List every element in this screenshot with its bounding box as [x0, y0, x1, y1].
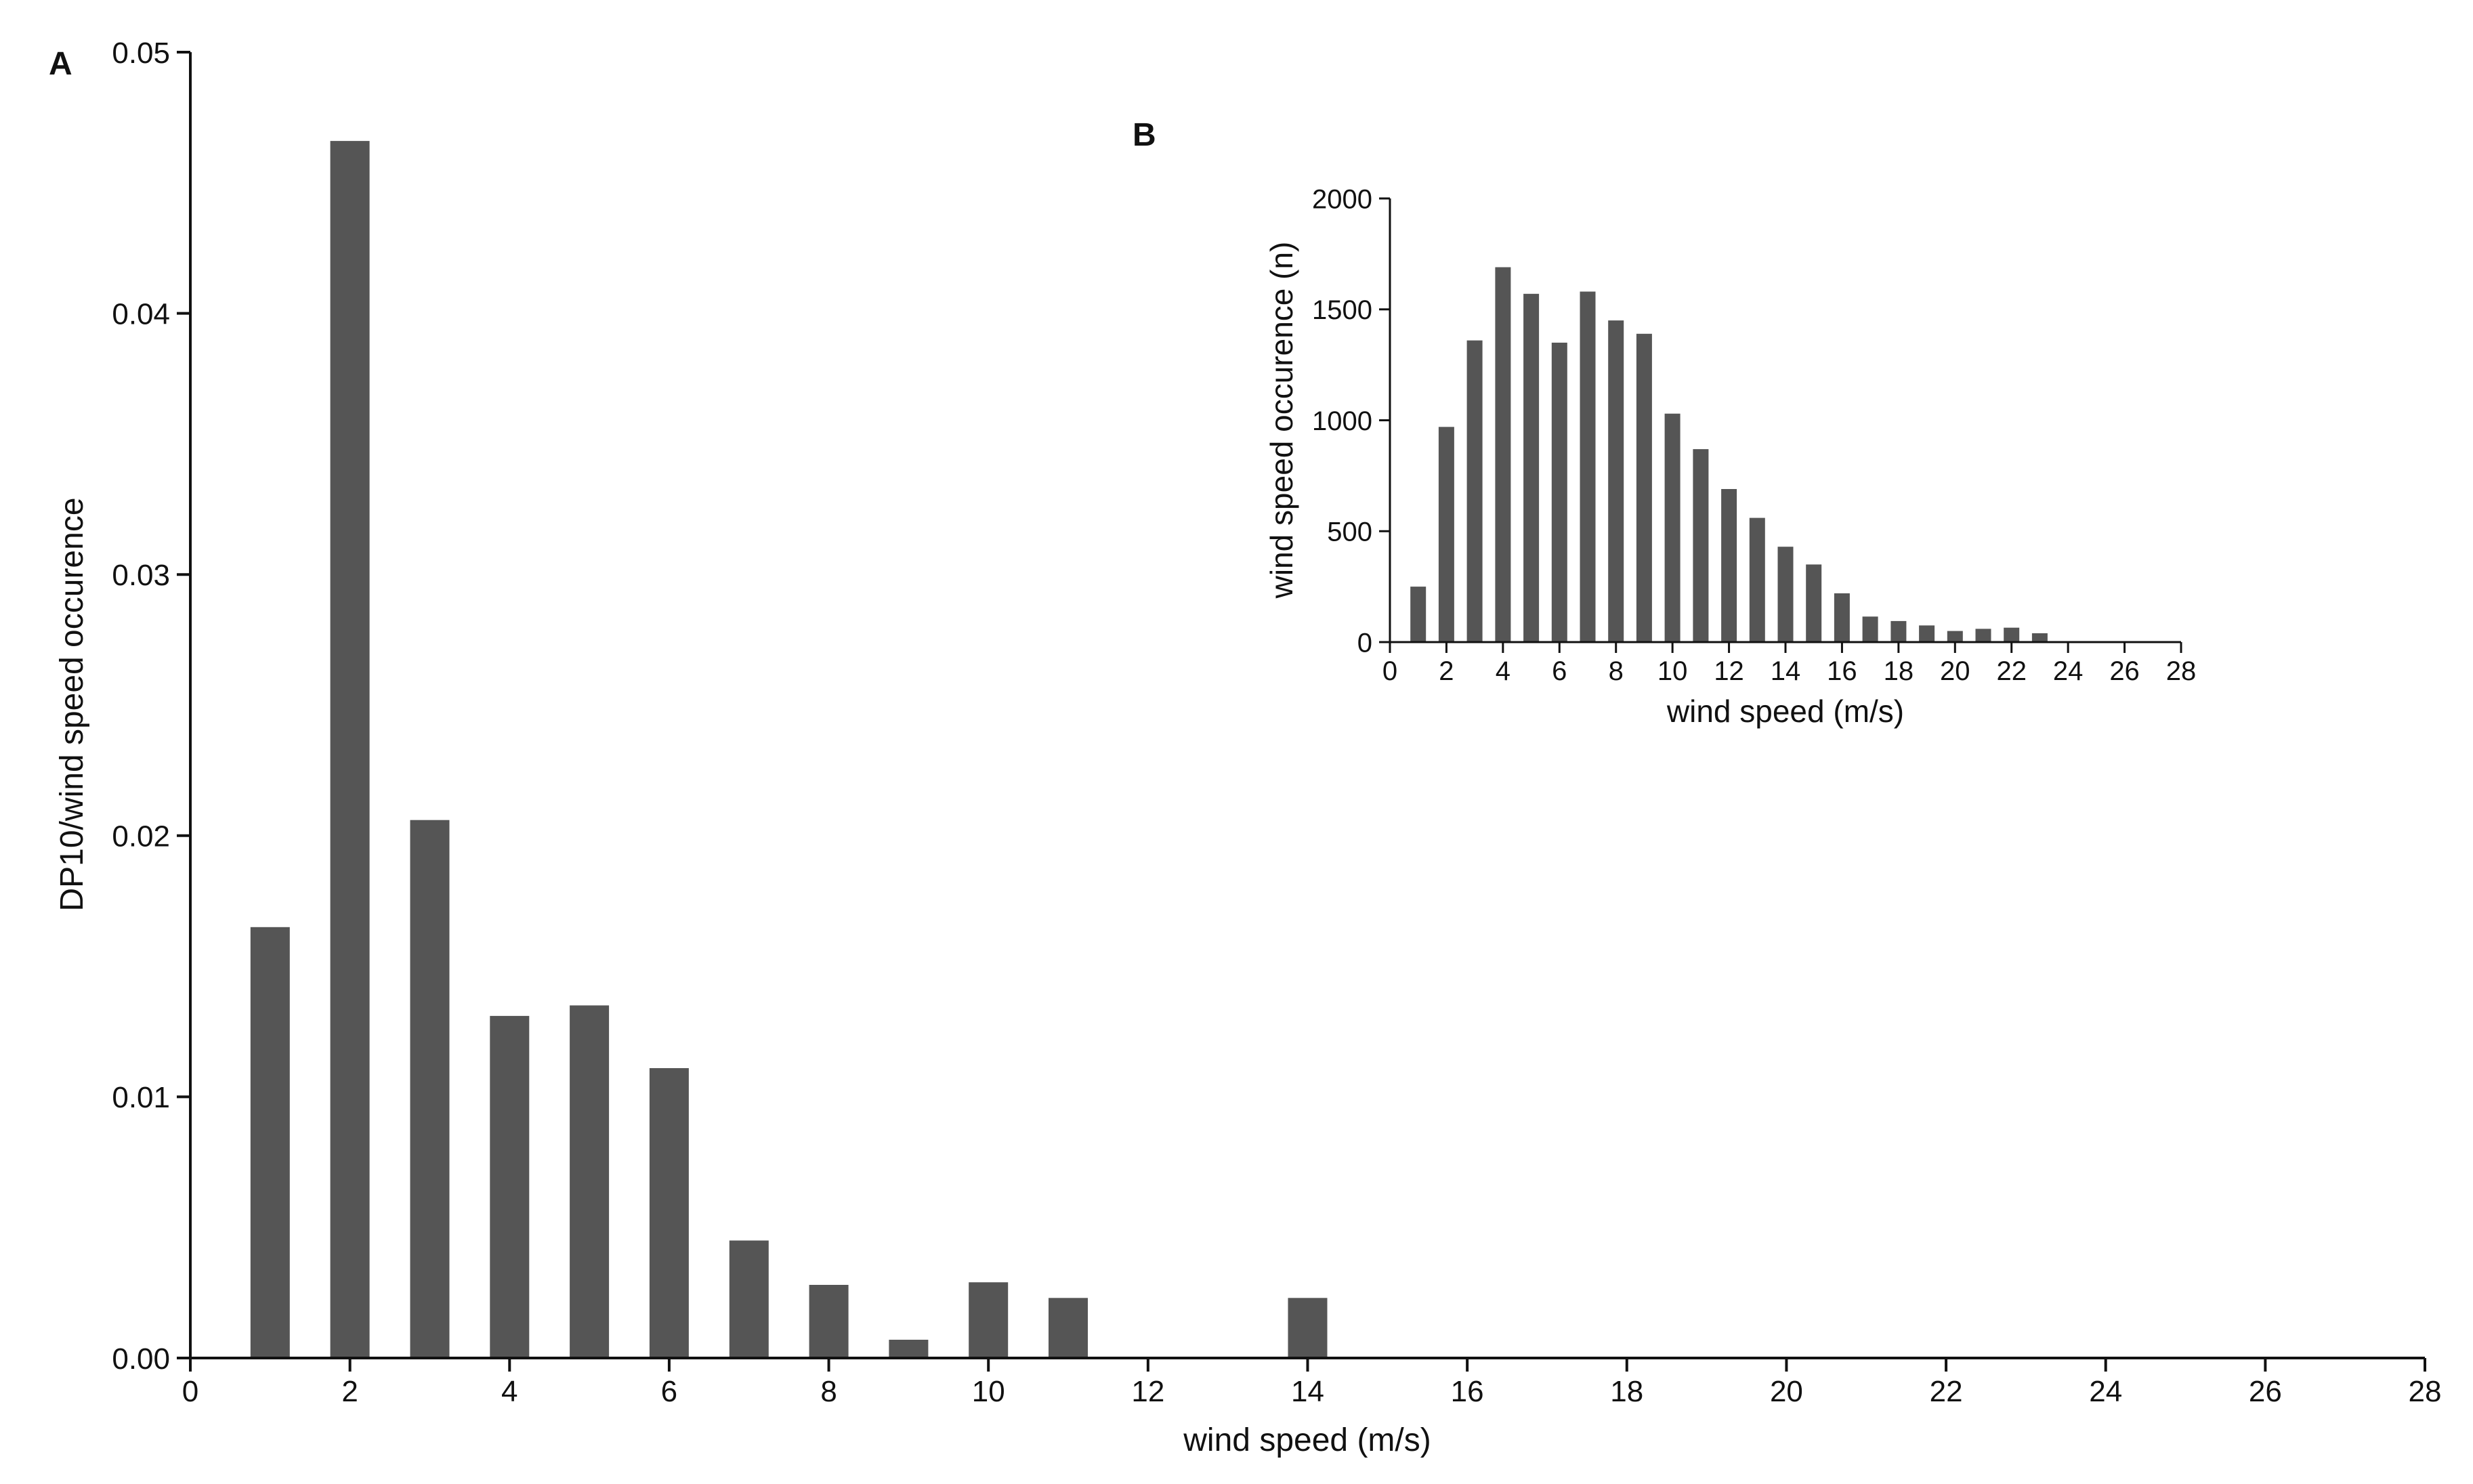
panel-a-x-ticks: 0 2 4 6 8 10 12 14 16 18 20 22 24 26 28	[182, 1358, 2442, 1408]
panel-a-y-tick-label-1: 0.01	[112, 1081, 170, 1114]
panel-b-bar-3	[1466, 340, 1483, 642]
panel-a-x-tick-label-4: 4	[501, 1375, 517, 1408]
panel-a-y-tick-label-0: 0.00	[112, 1342, 170, 1376]
panel-b-x-tick-label-10: 10	[1657, 656, 1688, 686]
panel-b-x-tick-label-12: 12	[1714, 656, 1744, 686]
panel-b-x-tick-label-28: 28	[2166, 656, 2197, 686]
panel-b-y-ticks: 0 500 1000 1500 2000	[1312, 184, 1390, 658]
panel-b-x-tick-label-8: 8	[1609, 656, 1624, 686]
panel-a-x-tick-label-2: 2	[341, 1375, 358, 1408]
panel-b-x-tick-label-18: 18	[1884, 656, 1914, 686]
panel-b-bar-14	[1777, 547, 1794, 642]
panel-a-x-tick-label-18: 18	[1610, 1375, 1643, 1408]
panel-a-y-tick-label-4: 0.04	[112, 297, 170, 331]
panel-b-y-tick-label-4: 2000	[1312, 184, 1372, 214]
panel-b-x-tick-label-14: 14	[1771, 656, 1801, 686]
panel-a-bar-8	[809, 1285, 849, 1358]
panel-a-x-tick-label-8: 8	[820, 1375, 837, 1408]
panel-a-x-tick-label-16: 16	[1451, 1375, 1484, 1408]
panel-a-y-tick-label-2: 0.02	[112, 820, 170, 853]
panel-b-bar-11	[1693, 449, 1709, 642]
panel-b-bar-6	[1551, 342, 1567, 642]
panel-b-bar-5	[1523, 293, 1540, 642]
panel-b-bar-22	[2004, 627, 2020, 642]
panel-b-bar-9	[1636, 333, 1652, 642]
panel-a-x-tick-label-6: 6	[661, 1375, 677, 1408]
panel-b-bar-16	[1834, 593, 1850, 642]
panel-b-x-tick-label-0: 0	[1382, 656, 1397, 686]
panel-b-x-tick-label-20: 20	[1940, 656, 1970, 686]
panel-b-x-tick-label-2: 2	[1439, 656, 1454, 686]
panel-a-x-tick-label-26: 26	[2249, 1375, 2282, 1408]
panel-a-letter: A	[49, 46, 72, 82]
panel-a-x-tick-label-10: 10	[972, 1375, 1005, 1408]
panel-b-letter: B	[1133, 117, 1156, 153]
panel-a-bar-3	[410, 820, 450, 1358]
panel-b-bar-15	[1806, 564, 1822, 642]
panel-a-x-tick-label-0: 0	[182, 1375, 198, 1408]
panel-b-bar-19	[1919, 625, 1935, 642]
panel-a-bar-14	[1288, 1298, 1328, 1358]
panel-a-bar-9	[889, 1340, 929, 1358]
panel-b-chart: B 0 2 4 6 8 10 12 14 16 18 20 22 24 26 28 050010001500…	[1133, 117, 2196, 729]
panel-a-x-tick-label-22: 22	[1930, 1375, 1963, 1408]
panel-b-y-tick-label-1: 500	[1327, 517, 1372, 547]
panel-a-x-tick-label-20: 20	[1770, 1375, 1803, 1408]
panel-b-x-tick-label-22: 22	[1996, 656, 2027, 686]
panel-a-y-ticks: 0.00 0.01 0.02 0.03 0.04 0.05	[112, 37, 190, 1376]
panel-a-y-tick-label-5: 0.05	[112, 37, 170, 70]
panel-a-bar-6	[649, 1068, 689, 1358]
panel-b-bar-2	[1438, 427, 1454, 642]
panel-b-bar-8	[1608, 320, 1624, 642]
panel-a-x-tick-label-24: 24	[2089, 1375, 2122, 1408]
panel-b-bars	[1410, 267, 2048, 642]
panel-b-bar-17	[1862, 616, 1878, 642]
panel-a-bar-1	[250, 927, 290, 1358]
panel-b-bar-10	[1664, 413, 1681, 642]
panel-b-y-tick-label-3: 1500	[1312, 295, 1372, 325]
panel-a-x-tick-label-14: 14	[1291, 1375, 1324, 1408]
panel-b-y-tick-label-2: 1000	[1312, 406, 1372, 436]
panel-a-y-axis-label: DP10/wind speed occurence	[54, 497, 90, 911]
panel-b-bar-12	[1721, 489, 1737, 642]
panel-b-x-axis-label: wind speed (m/s)	[1666, 694, 1904, 729]
panel-b-x-tick-label-24: 24	[2053, 656, 2084, 686]
panel-b-x-tick-label-26: 26	[2109, 656, 2140, 686]
panel-b-x-ticks: 0 2 4 6 8 10 12 14 16 18 20 22 24 26 28	[1382, 642, 2196, 686]
panel-a-bar-7	[729, 1240, 769, 1358]
panel-b-y-tick-label-0: 0	[1357, 628, 1372, 658]
panel-a-bar-11	[1049, 1298, 1088, 1358]
panel-a-chart: A 0 2 4 6 8 10 12 14 16 18 20 22 24 26 28 0.000.010.02…	[49, 37, 2441, 1458]
panel-b-bar-20	[1947, 631, 1963, 642]
panel-a-bar-4	[490, 1015, 530, 1358]
panel-a-bar-10	[969, 1282, 1009, 1358]
panel-a-bars	[250, 141, 1328, 1359]
panel-b-bar-18	[1890, 620, 1907, 642]
panel-b-bar-1	[1410, 587, 1426, 642]
panel-a-x-tick-label-28: 28	[2409, 1375, 2442, 1408]
panel-a-bar-5	[570, 1005, 610, 1358]
panel-b-x-tick-label-6: 6	[1552, 656, 1567, 686]
panel-b-x-tick-label-4: 4	[1496, 656, 1510, 686]
panel-b-bar-13	[1749, 517, 1765, 642]
panel-a-bar-2	[330, 141, 370, 1359]
panel-a-x-axis-label: wind speed (m/s)	[1183, 1422, 1431, 1458]
panel-b-bar-23	[2031, 633, 2048, 642]
panel-b-y-axis-label: wind speed occurence (n)	[1264, 242, 1299, 599]
panel-a-y-tick-label-3: 0.03	[112, 559, 170, 592]
panel-b-bar-7	[1580, 291, 1596, 642]
panel-a-x-tick-label-12: 12	[1131, 1375, 1164, 1408]
panel-b-x-tick-label-16: 16	[1827, 656, 1857, 686]
panel-b-bar-4	[1495, 267, 1511, 642]
panel-b-bar-21	[1975, 629, 1991, 642]
